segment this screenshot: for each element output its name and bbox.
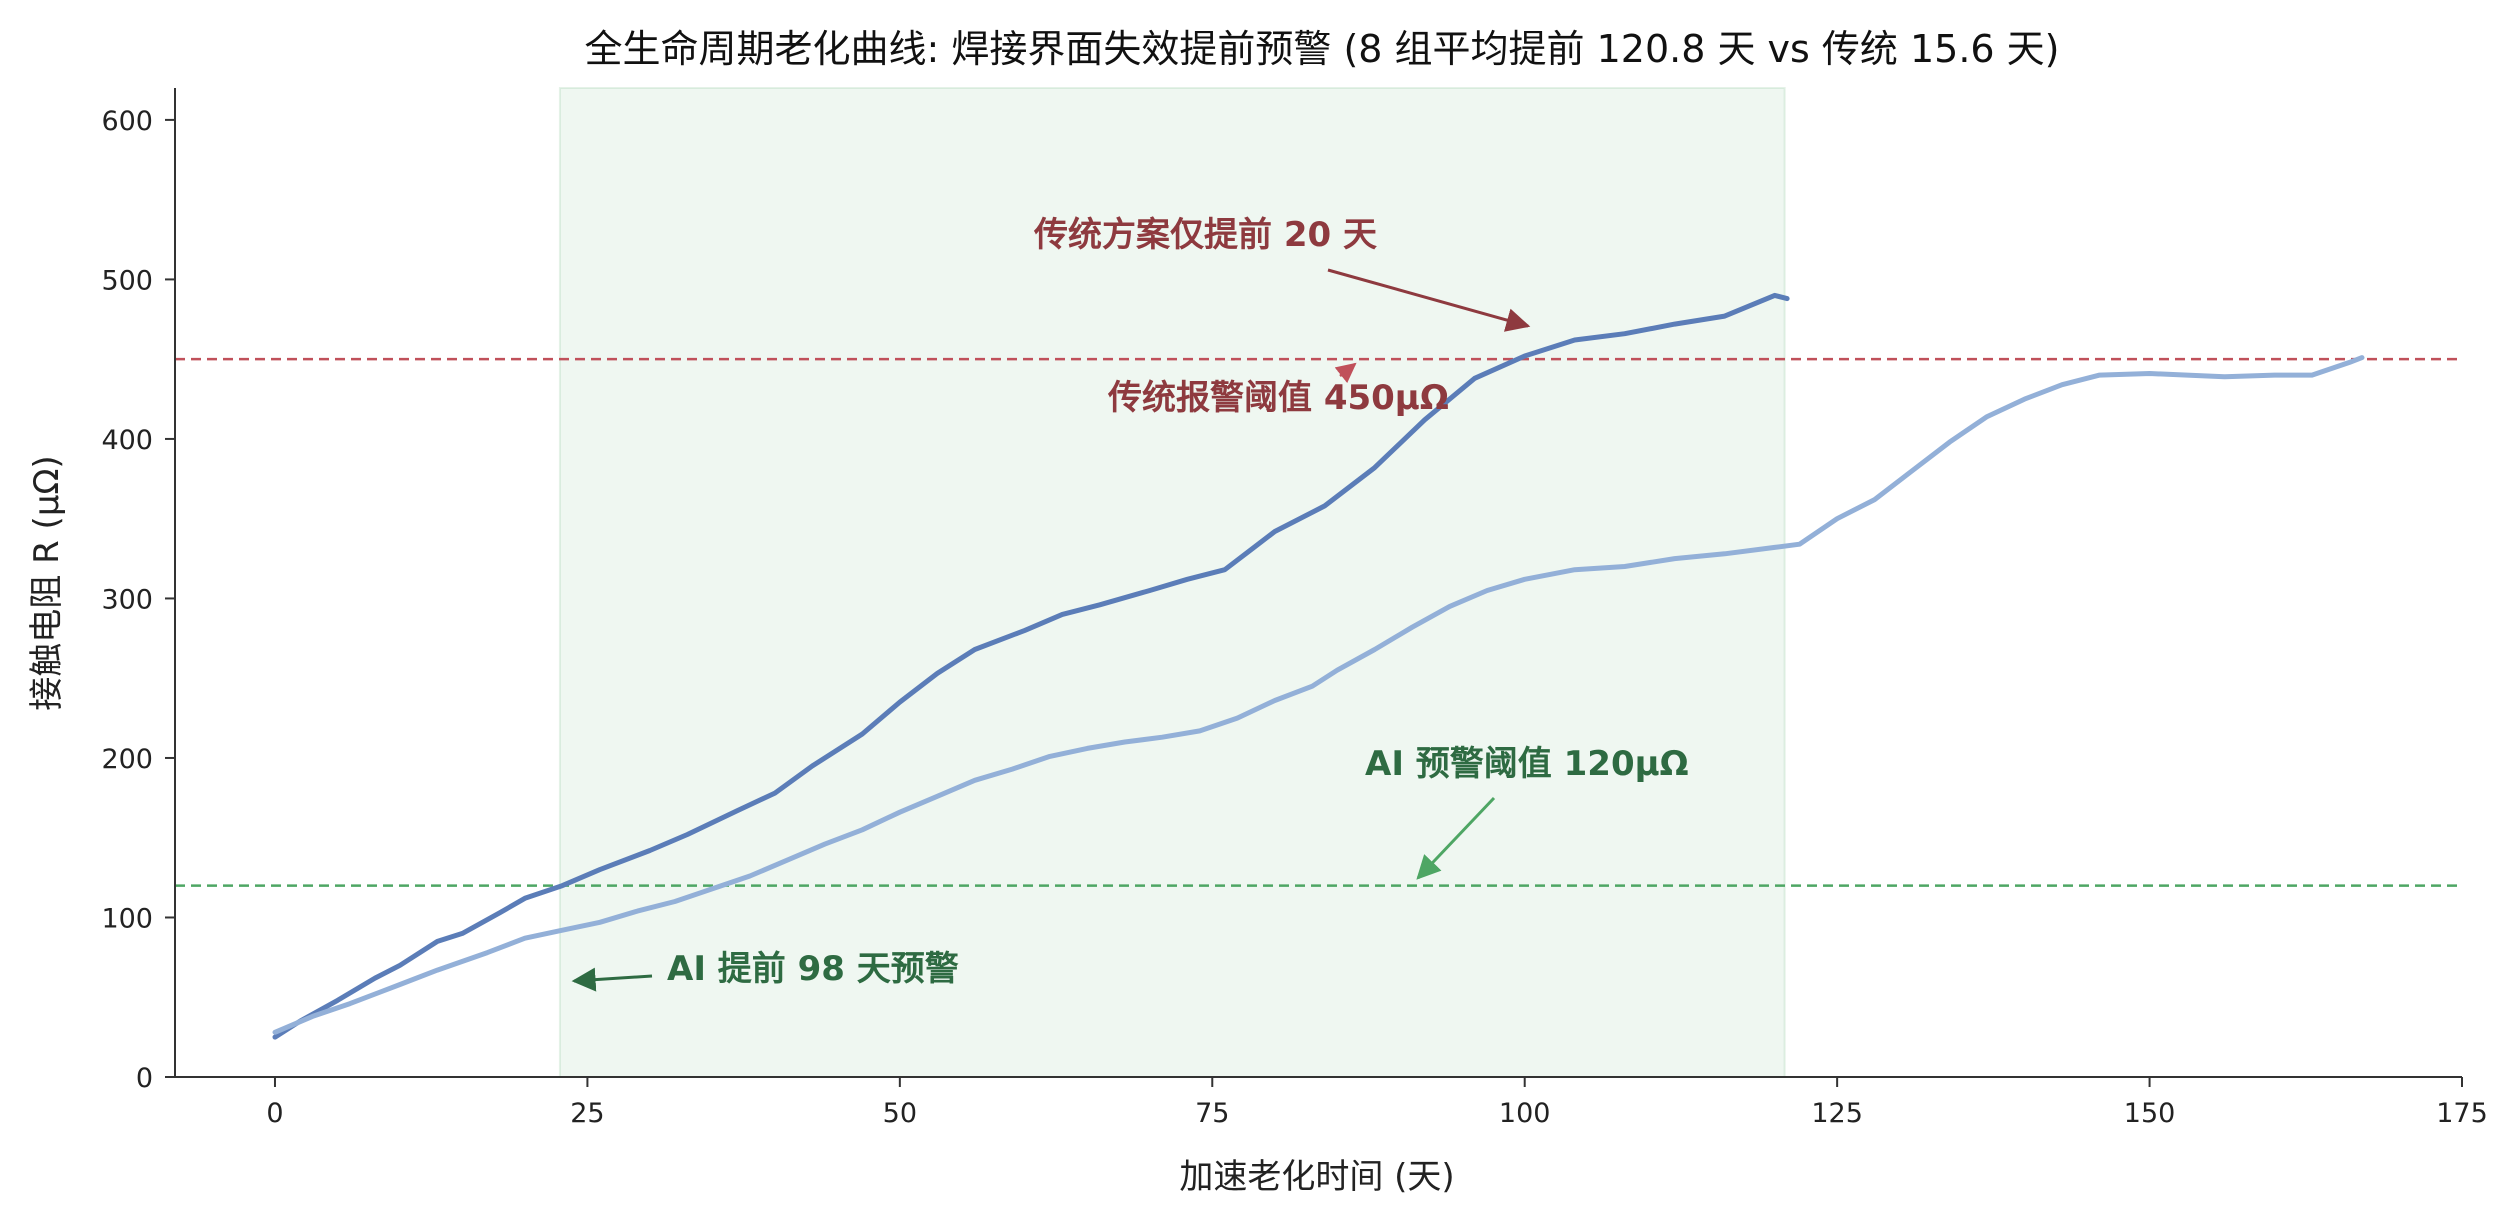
series-line-0 bbox=[272, 292, 1790, 1040]
y-axis-label: 接触电阻 R (μΩ) bbox=[27, 455, 67, 710]
x-tick-label: 25 bbox=[570, 1098, 604, 1129]
chart-title: 全生命周期老化曲线: 焊接界面失效提前预警 (8 组平均提前 120.8 天 v… bbox=[584, 27, 2059, 71]
x-tick-label: 75 bbox=[1195, 1098, 1229, 1129]
x-tick-label: 50 bbox=[883, 1098, 917, 1129]
series-line-1 bbox=[272, 355, 2365, 1035]
annotation-traditional-threshold-arrow bbox=[1334, 362, 1357, 384]
x-tick-label: 100 bbox=[1499, 1098, 1551, 1129]
x-tick-label: 0 bbox=[266, 1098, 283, 1129]
x-tick-label: 150 bbox=[2124, 1098, 2176, 1129]
annotation-traditional-threshold: 传统报警阈值 450μΩ bbox=[1107, 378, 1449, 418]
annotation-ai-threshold-arrow bbox=[1416, 796, 1496, 880]
y-tick-label: 0 bbox=[136, 1063, 153, 1094]
plot-area: 0 25 50 75 100 125 150 175 0 100 200 300 400 500 600 bbox=[101, 87, 2488, 1129]
y-tick-label: 400 bbox=[101, 425, 153, 456]
annotation-traditional-lead: 传统方案仅提前 20 天 bbox=[1033, 215, 1377, 255]
x-tick-label: 125 bbox=[1811, 1098, 1863, 1129]
x-axis-label: 加速老化时间 (天) bbox=[1179, 1157, 1454, 1197]
y-tick-label: 300 bbox=[101, 584, 153, 615]
y-tick-label: 600 bbox=[101, 106, 153, 137]
y-tick-label: 200 bbox=[101, 744, 153, 775]
annotation-ai-lead-arrow bbox=[571, 967, 653, 992]
annotation-ai-lead: AI 提前 98 天预警 bbox=[667, 949, 959, 989]
annotation-traditional-lead-arrow bbox=[1327, 268, 1531, 332]
x-tick-label: 175 bbox=[2436, 1098, 2488, 1129]
y-tick-label: 100 bbox=[101, 903, 153, 934]
y-tick-label: 500 bbox=[101, 265, 153, 296]
annotation-ai-threshold: AI 预警阈值 120μΩ bbox=[1365, 744, 1689, 784]
